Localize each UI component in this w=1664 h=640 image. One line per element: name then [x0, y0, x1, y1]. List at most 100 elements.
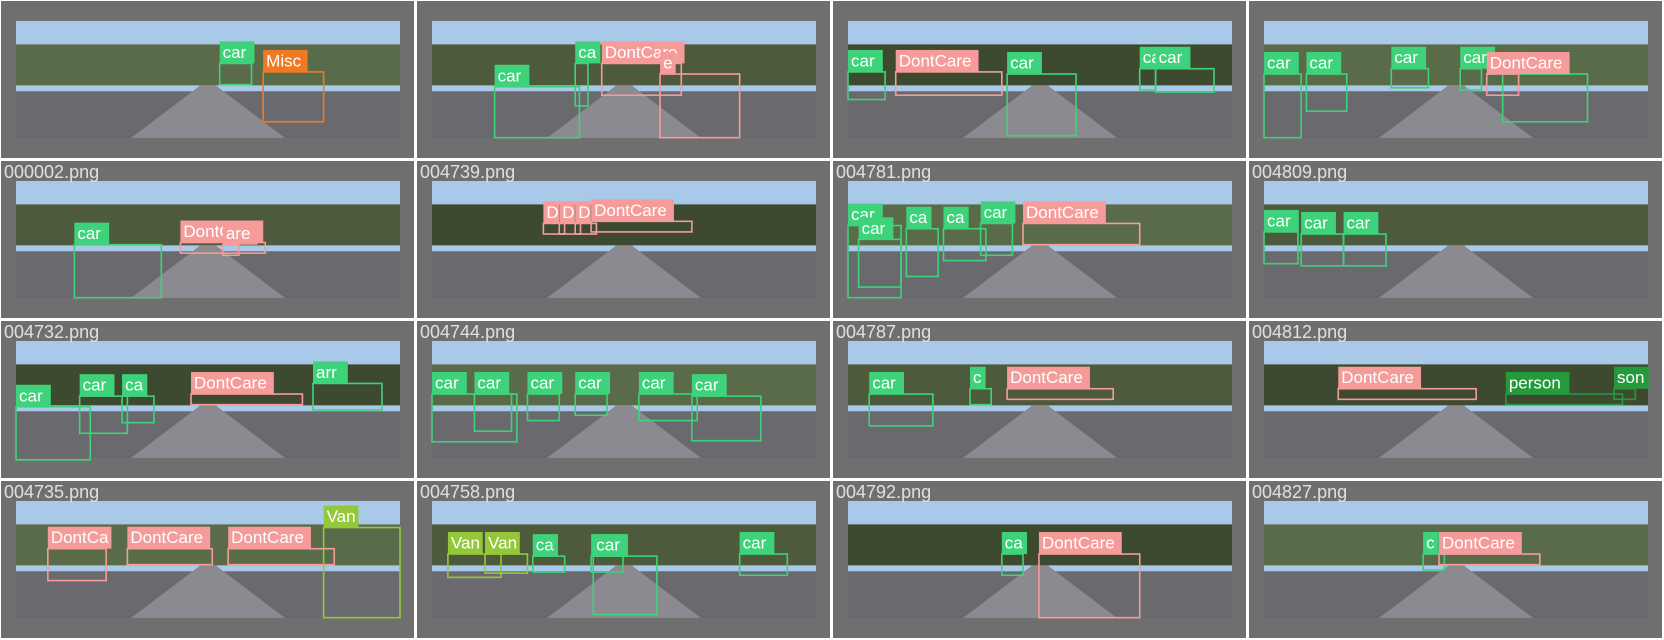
photo-road-center [547, 245, 701, 298]
cell: carcarcarcarcaDontCare [1249, 1, 1662, 158]
label-background [494, 64, 530, 87]
label-text: ca [909, 208, 928, 227]
label-background [739, 532, 775, 555]
label-background [313, 361, 348, 384]
label-text: car [477, 374, 501, 393]
label-background [127, 526, 211, 549]
cell: car c DontCare 004787.png [833, 321, 1246, 478]
label-text: car [1463, 48, 1487, 67]
label-text: Van [451, 534, 480, 553]
label-background [575, 201, 591, 224]
label-background [969, 366, 986, 389]
label-background [575, 372, 611, 395]
photo-road-center [1379, 245, 1533, 298]
photo-road-center [131, 245, 285, 298]
label-text: DontCare [1026, 203, 1099, 222]
filename: 004787.png [836, 322, 931, 342]
label-background [222, 222, 258, 245]
photo-road-center [131, 405, 285, 458]
label-text: car [596, 536, 620, 555]
label-text: are [226, 224, 251, 243]
photo-road-center [1379, 565, 1533, 618]
label-background [474, 372, 510, 395]
label-text: Misc [266, 51, 301, 70]
label-text: c [1426, 534, 1435, 553]
label-text: car [19, 386, 43, 405]
label-background [485, 532, 520, 555]
filename: 004792.png [836, 482, 931, 502]
filename: 004809.png [1252, 162, 1347, 182]
label-text: DontCare [1042, 534, 1115, 553]
label-background [1423, 532, 1439, 555]
label-background [74, 222, 110, 245]
label-text: e [663, 54, 672, 73]
label-background [532, 534, 558, 557]
label-text: car [1304, 214, 1328, 233]
label-background [906, 206, 932, 229]
label-background [1338, 366, 1422, 389]
label-background [858, 217, 894, 240]
label-text: car [578, 374, 602, 393]
photo-road-center [1379, 405, 1533, 458]
filename: 004827.png [1252, 482, 1347, 502]
label-background [1301, 212, 1336, 235]
photo-road-center [963, 405, 1117, 458]
filename: 000002.png [4, 162, 99, 182]
filename: 004739.png [420, 162, 515, 182]
label-background [16, 384, 51, 407]
label-background [591, 199, 674, 222]
cell: DontCare person son 004812.png [1249, 321, 1662, 478]
label-text: DontCare [605, 43, 678, 62]
label-text: D [578, 203, 590, 222]
label-background [1001, 532, 1028, 555]
label-text: car [872, 374, 896, 393]
label-text: D [562, 203, 574, 222]
label-background [219, 41, 255, 64]
bounding-box [1390, 67, 1430, 89]
label-background [79, 374, 115, 397]
label-background [660, 52, 676, 75]
label-background [575, 41, 601, 64]
label-text: car [1010, 54, 1034, 73]
label-text: car [851, 51, 875, 70]
label-text: DontCare [194, 374, 267, 393]
bounding-box [1154, 67, 1215, 93]
bounding-box [322, 526, 401, 619]
label-background [869, 372, 905, 395]
label-text: DontCare [1341, 368, 1414, 387]
label-text: car [223, 43, 247, 62]
bounding-box [493, 85, 581, 139]
label-text: car [498, 66, 522, 85]
label-text: ca [578, 43, 597, 62]
label-background [432, 372, 467, 395]
label-text: DontCare [594, 201, 667, 220]
label-text: DontCare [1490, 54, 1563, 73]
label-background [447, 532, 483, 555]
label-text: ca [536, 536, 555, 555]
label-background [1343, 212, 1379, 235]
label-background [848, 49, 883, 72]
label-text: car [695, 376, 719, 395]
label-background [1391, 46, 1427, 69]
label-text: car [1309, 54, 1333, 73]
label-text: car [83, 376, 107, 395]
label-text: ca [125, 376, 144, 395]
photo-road-center [1379, 85, 1533, 138]
photo-road-center [963, 565, 1117, 618]
label-background [593, 534, 629, 557]
photo-trees [1264, 364, 1648, 406]
label-background [943, 206, 969, 229]
label-text: car [530, 374, 554, 393]
label-text: arr [316, 363, 337, 382]
label-text: car [1267, 211, 1291, 230]
photo-trees [16, 44, 400, 86]
label-background [1460, 46, 1496, 69]
label-background [1007, 52, 1042, 75]
label-background [1306, 52, 1342, 75]
label-background [1155, 46, 1191, 69]
label-text: son [1617, 368, 1644, 387]
